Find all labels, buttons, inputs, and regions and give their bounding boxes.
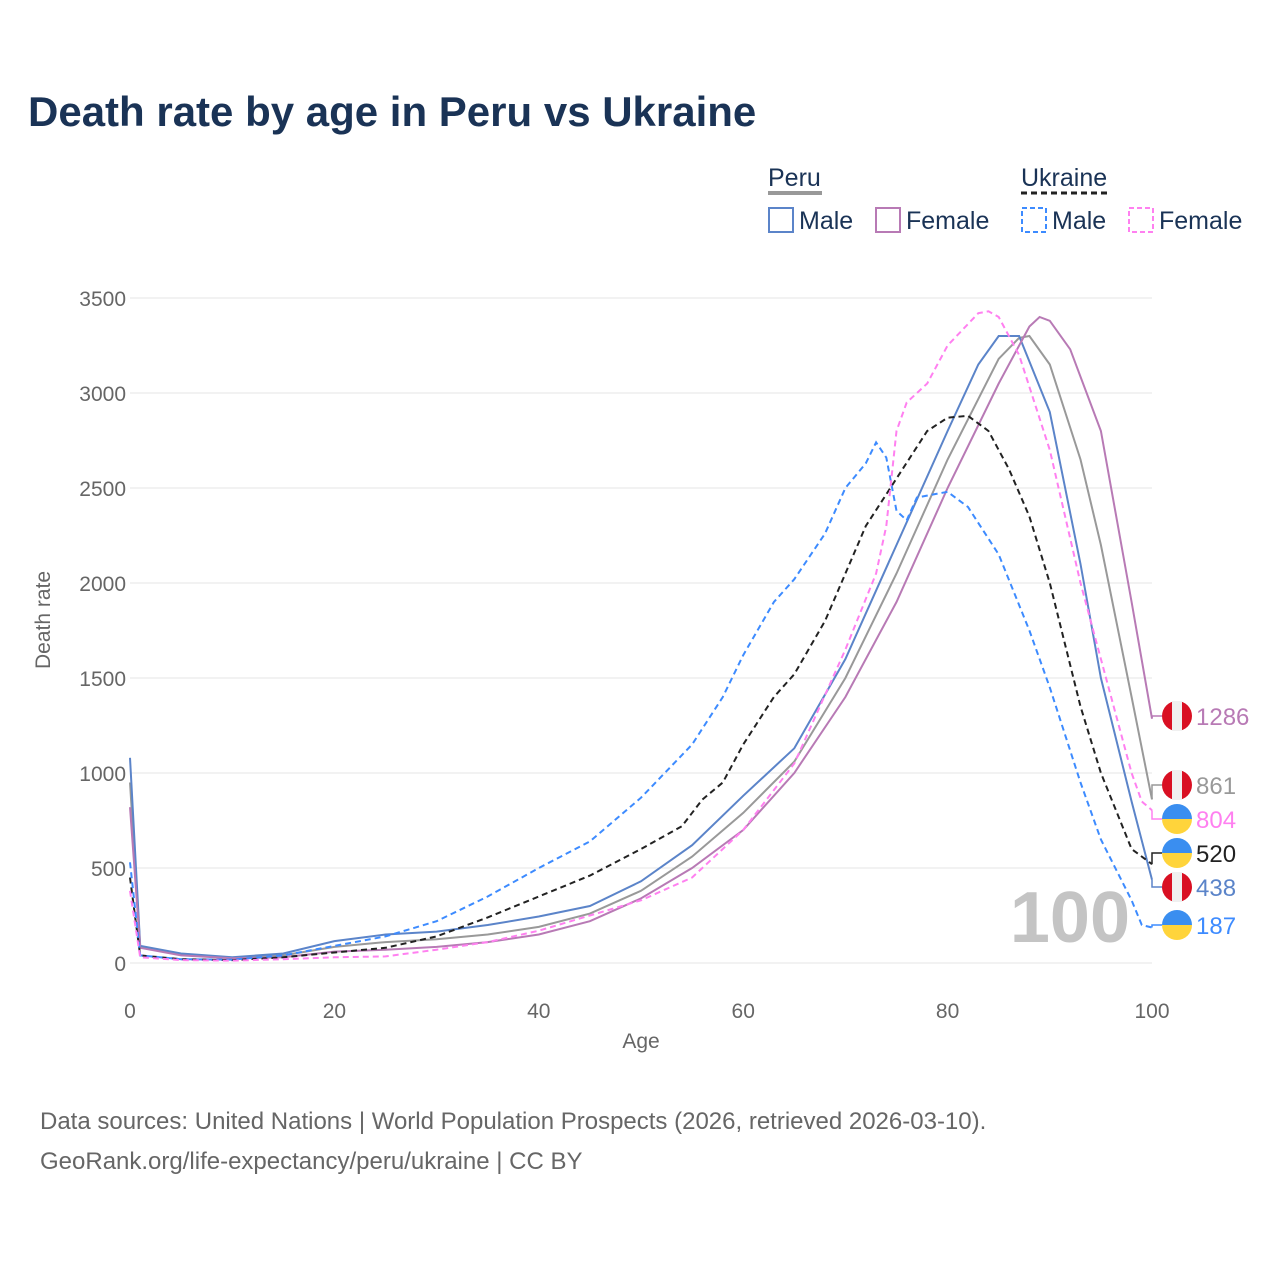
age-annotation: 100 <box>1010 878 1130 958</box>
source-link[interactable]: GeoRank.org/life-expectancy/peru/ukraine… <box>40 1148 583 1175</box>
y-tick-label: 0 <box>114 953 126 976</box>
peru-flag-stripe <box>1172 872 1182 902</box>
legend-swatch-ukraine-male <box>1021 207 1047 233</box>
label-connector <box>1151 810 1162 820</box>
chart-title: Death rate by age in Peru vs Ukraine <box>28 88 757 135</box>
legend-label-ukraine-male: Male <box>1052 207 1106 235</box>
ukraine-flag-icon <box>1162 804 1192 819</box>
legend-group-peru: Peru <box>768 164 821 192</box>
source-note: Data sources: United Nations | World Pop… <box>40 1108 987 1135</box>
end-value-label: 438 <box>1196 875 1236 902</box>
legend-swatch-peru-female <box>875 207 901 233</box>
legend-label-peru-male: Male <box>799 207 853 235</box>
x-tick-label: 20 <box>323 1000 346 1023</box>
ukraine-flag-icon <box>1162 910 1192 925</box>
y-tick-label: 3500 <box>79 288 126 311</box>
series-line-ukraine-male <box>129 440 1153 961</box>
legend-group-ukraine: Ukraine <box>1021 164 1107 192</box>
label-connector <box>1151 924 1162 928</box>
peru-flag-stripe <box>1172 770 1182 800</box>
ukraine-flag-icon <box>1162 838 1192 853</box>
series-line-ukraine <box>129 414 1153 962</box>
legend-label-peru-female: Female <box>906 207 989 235</box>
ukraine-flag-lower <box>1162 925 1192 940</box>
ukraine-flag-lower <box>1162 819 1192 834</box>
end-value-label: 1286 <box>1196 704 1249 731</box>
ukraine-flag-lower <box>1162 853 1192 868</box>
label-connector <box>1151 879 1162 888</box>
y-tick-label: 1000 <box>79 763 126 786</box>
x-axis-label: Age <box>622 1030 659 1053</box>
end-value-label: 520 <box>1196 841 1236 868</box>
y-tick-label: 2000 <box>79 573 126 596</box>
end-value-label: 804 <box>1196 807 1236 834</box>
x-tick-label: 40 <box>527 1000 550 1023</box>
legend-swatch-peru-male <box>768 207 794 233</box>
x-tick-label: 80 <box>936 1000 959 1023</box>
legend-swatch-ukraine-female <box>1128 207 1154 233</box>
x-tick-label: 100 <box>1134 1000 1169 1023</box>
y-tick-label: 1500 <box>79 668 126 691</box>
y-tick-label: 2500 <box>79 478 126 501</box>
end-value-label: 861 <box>1196 773 1236 800</box>
label-connector <box>1151 852 1162 865</box>
series-line-ukraine-female <box>129 310 1153 962</box>
legend-label-ukraine-female: Female <box>1159 207 1242 235</box>
label-connector <box>1151 784 1162 800</box>
series-line-peru <box>129 334 1153 959</box>
label-connector <box>1151 715 1162 719</box>
y-tick-label: 500 <box>91 858 126 881</box>
end-value-label: 187 <box>1196 913 1236 940</box>
series-line-peru-female <box>129 315 1153 960</box>
series-line-peru-male <box>129 335 1153 959</box>
y-tick-label: 3000 <box>79 383 126 406</box>
x-tick-label: 60 <box>732 1000 755 1023</box>
x-tick-label: 0 <box>124 1000 136 1023</box>
peru-flag-stripe <box>1172 701 1182 731</box>
y-axis-label: Death rate <box>32 571 55 669</box>
